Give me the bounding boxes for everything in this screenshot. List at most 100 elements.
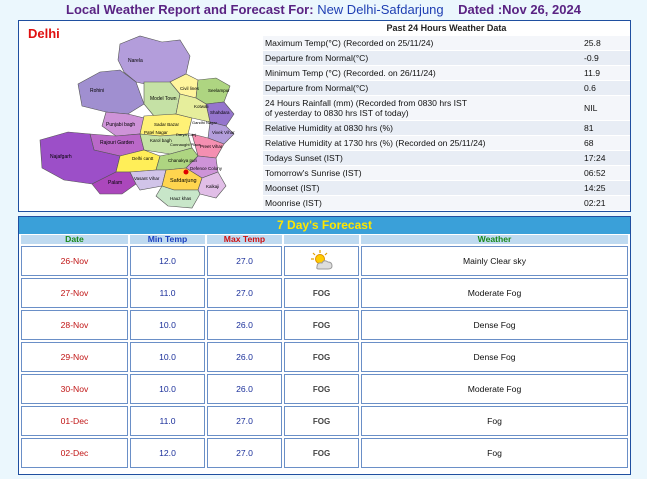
forecast-body: 26-Nov 12.0 27.0 Mainly Clear sky 27-Nov 11.0… (21, 246, 628, 468)
past-24-value: 25.8 (584, 38, 601, 48)
forecast-min-temp: 11.0 (130, 406, 205, 436)
forecast-weather-text: Dense Fog (361, 342, 628, 372)
label-shahdara: Shahdara (210, 110, 230, 115)
fog-icon: FOG (312, 448, 331, 458)
forecast-row: 02-Dec 12.0 27.0 FOG Fog (21, 438, 628, 468)
forecast-date: 28-Nov (21, 310, 128, 340)
forecast-min-temp: 11.0 (130, 278, 205, 308)
forecast-row: 29-Nov 10.0 26.0 FOG Dense Fog (21, 342, 628, 372)
past-24-row: Maximum Temp(°C) (Recorded on 25/11/24) 2… (263, 35, 630, 50)
past-24-label: Tomorrow's Sunrise (IST) (265, 168, 362, 178)
fog-icon: FOG (312, 352, 331, 362)
forecast-title: 7 Day's Forecast (19, 217, 630, 234)
past-24-label: Departure from Normal(°C) (265, 53, 369, 63)
forecast-min-temp: 10.0 (130, 310, 205, 340)
past-24-label: 24 Hours Rainfall (mm) (Recorded from 08… (265, 98, 468, 118)
past-24-row: Moonrise (IST) 02:21 (263, 195, 630, 210)
past-24-row: Relative Humidity at 0830 hrs (%) 81 (263, 120, 630, 135)
forecast-date: 30-Nov (21, 374, 128, 404)
label-hauz-khas: Hauz khas (170, 196, 192, 201)
title-prefix: Local Weather Report and Forecast For: (66, 2, 318, 17)
sun-cloud-icon (310, 250, 333, 270)
forecast-row: 27-Nov 11.0 27.0 FOG Moderate Fog (21, 278, 628, 308)
label-vivek-vihar: Vivek Vihar (212, 130, 235, 135)
label-kotwali: Kotwali (194, 104, 209, 109)
past-24-value: 11.9 (584, 68, 601, 78)
label-civil-lines: Civil lines (180, 86, 200, 91)
past-24-row: Minimum Temp (°C) (Recorded. on 26/11/24… (263, 65, 630, 80)
past-24-row: 24 Hours Rainfall (mm) (Recorded from 08… (263, 95, 630, 120)
label-preet-vihar: Preet Vihar (200, 144, 223, 149)
report-panel: Narela Rohini Model Town Civil lines See… (18, 20, 631, 212)
forecast-min-temp: 10.0 (130, 374, 205, 404)
label-seelampur: Seelampur (208, 88, 230, 93)
past-24-rows: Maximum Temp(°C) (Recorded on 25/11/24) 2… (263, 35, 630, 210)
label-punjabi-bagh: Punjabi bagh (106, 122, 135, 128)
district-vivek-vihar[interactable] (207, 121, 235, 145)
forecast-table: Date Min Temp Max Temp Weather 26-Nov 12.… (19, 233, 630, 470)
forecast-row: 30-Nov 10.0 26.0 FOG Moderate Fog (21, 374, 628, 404)
past-24-value: 0.6 (584, 83, 596, 93)
past-24-hours-panel: Past 24 Hours Weather Data Maximum Temp(… (263, 21, 630, 211)
label-narela: Narela (128, 58, 143, 64)
forecast-weather-icon: FOG (284, 374, 359, 404)
map-svg: Narela Rohini Model Town Civil lines See… (39, 35, 235, 209)
past-24-value: 68 (584, 138, 594, 148)
title-location: New Delhi-Safdarjung (317, 2, 444, 17)
label-rajouri-garden: Rajouri Garden (100, 140, 134, 146)
forecast-max-temp: 27.0 (207, 246, 282, 276)
forecast-weather-text: Moderate Fog (361, 278, 628, 308)
past-24-label: Minimum Temp (°C) (Recorded. on 26/11/24… (265, 68, 436, 78)
forecast-max-temp: 27.0 (207, 278, 282, 308)
past-24-label: Moonset (IST) (265, 183, 320, 193)
past-24-label: Departure from Normal(°C) (265, 83, 369, 93)
forecast-date: 27-Nov (21, 278, 128, 308)
forecast-min-temp: 10.0 (130, 342, 205, 372)
forecast-date: 29-Nov (21, 342, 128, 372)
forecast-min-temp: 12.0 (130, 246, 205, 276)
forecast-weather-text: Dense Fog (361, 310, 628, 340)
label-darya-ganj: Darya Ganj (176, 132, 196, 137)
forecast-row: 28-Nov 10.0 26.0 FOG Dense Fog (21, 310, 628, 340)
label-chanakya-puri: Chanakya puri (168, 158, 197, 163)
label-model-town: Model Town (150, 96, 177, 102)
past-24-row: Relative Humidity at 1730 hrs (%) (Recor… (263, 135, 630, 150)
past-24-value: 02:21 (584, 198, 606, 208)
past-24-row: Moonset (IST) 14:25 (263, 180, 630, 195)
forecast-weather-icon: FOG (284, 310, 359, 340)
col-icon (284, 235, 359, 244)
past-24-row: Departure from Normal(°C) 0.6 (263, 80, 630, 95)
page-title: Local Weather Report and Forecast For: N… (0, 2, 647, 17)
past-24-label: Todays Sunset (IST) (265, 153, 343, 163)
forecast-row: 26-Nov 12.0 27.0 Mainly Clear sky (21, 246, 628, 276)
district-preet-vihar[interactable] (191, 133, 225, 159)
district-hauz-khas[interactable] (155, 185, 201, 209)
forecast-weather-icon: FOG (284, 278, 359, 308)
col-weather: Weather (361, 235, 628, 244)
past-24-value: -0.9 (584, 53, 599, 63)
label-rohini: Rohini (90, 88, 104, 94)
label-gandhi-nagar: Gandhi Nagar (192, 120, 218, 125)
label-sadar-bazar: Sadar Bazar (154, 122, 180, 127)
label-karol-bagh: Karol bagh (150, 138, 172, 143)
label-kalkaji: Kalkaji (206, 184, 219, 189)
past-24-label: Maximum Temp(°C) (Recorded on 25/11/24) (265, 38, 434, 48)
col-min-temp: Min Temp (130, 235, 205, 244)
forecast-weather-text: Fog (361, 406, 628, 436)
fog-icon: FOG (312, 416, 331, 426)
forecast-row: 01-Dec 11.0 27.0 FOG Fog (21, 406, 628, 436)
fog-icon: FOG (312, 320, 331, 330)
label-defence-colony: Defence Colony (190, 166, 223, 171)
past-24-value: 17:24 (584, 153, 606, 163)
forecast-panel: 7 Day's Forecast Date Min Temp Max Temp … (18, 216, 631, 475)
forecast-weather-text: Fog (361, 438, 628, 468)
forecast-max-temp: 27.0 (207, 406, 282, 436)
forecast-weather-text: Moderate Fog (361, 374, 628, 404)
forecast-date: 02-Dec (21, 438, 128, 468)
fog-icon: FOG (312, 384, 331, 394)
past-24-row: Todays Sunset (IST) 17:24 (263, 150, 630, 165)
label-najafgarh: Najafgarh (50, 154, 72, 160)
col-max-temp: Max Temp (207, 235, 282, 244)
forecast-header-row: Date Min Temp Max Temp Weather (21, 235, 628, 244)
past-24-value: 81 (584, 123, 594, 133)
